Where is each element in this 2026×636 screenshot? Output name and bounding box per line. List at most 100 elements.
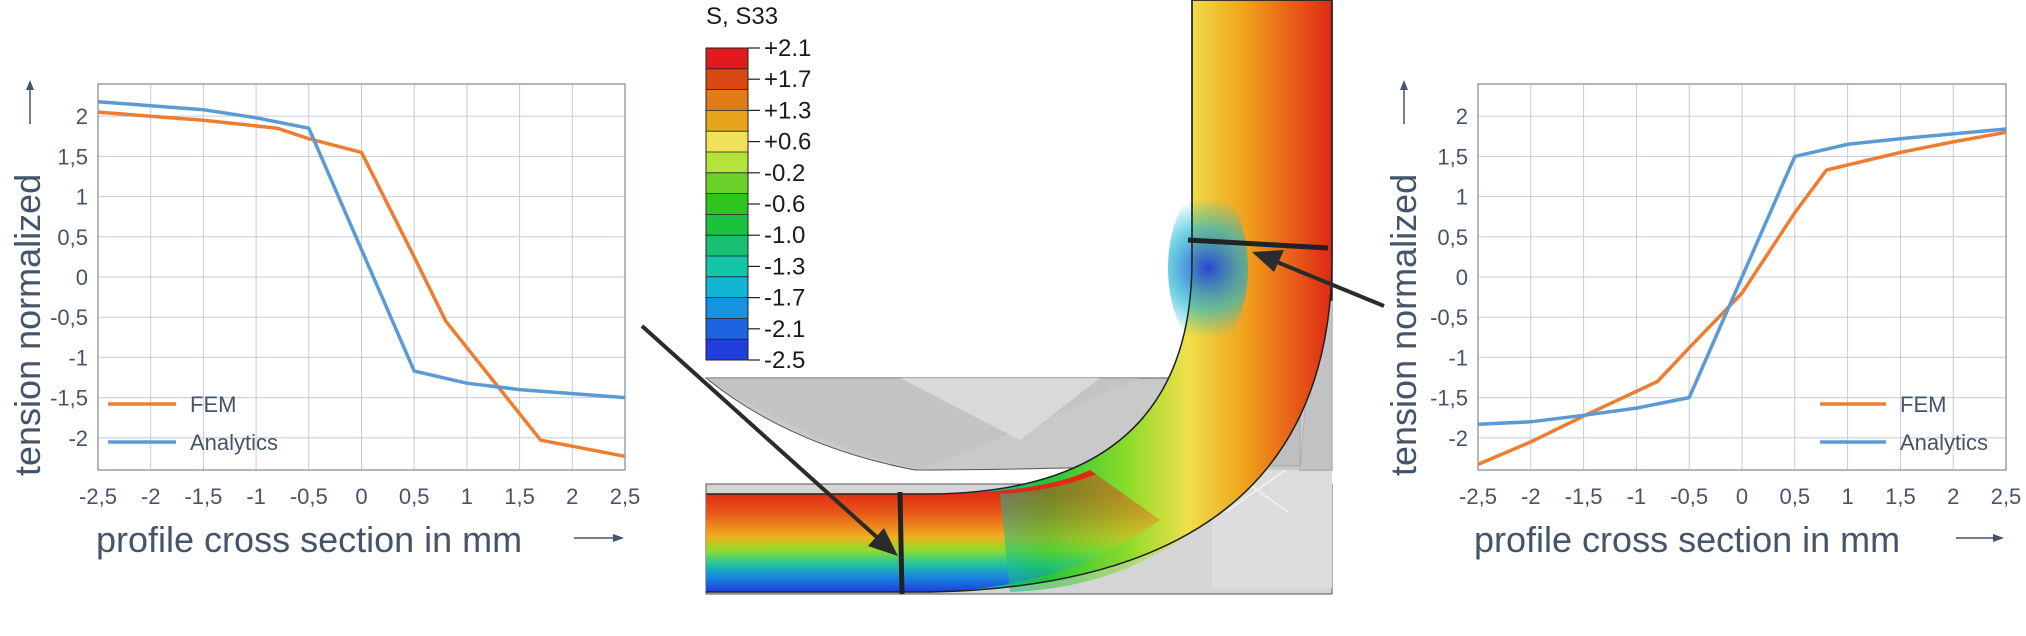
arrow-to-right-section — [1252, 250, 1385, 308]
colorbar-segment — [706, 256, 748, 278]
colorbar-label: +1.7 — [764, 66, 811, 93]
series-line-analytics — [1477, 127, 2007, 426]
y-tick-label: 0 — [1456, 265, 1468, 290]
colorbar-label: -2.5 — [764, 347, 805, 374]
left-chart-legend: FEM Analytics — [108, 392, 278, 455]
colorbar-segment — [706, 276, 748, 299]
left-chart-plot-frame — [97, 83, 626, 471]
x-tick-label: -1,5 — [184, 484, 222, 509]
y-tick-label: -2 — [1448, 426, 1468, 451]
colorbar-label: -1.7 — [764, 285, 805, 312]
colorbar-segment — [706, 48, 748, 70]
left-chart-x-axis-label: profile cross section in mm — [96, 519, 522, 560]
y-tick-label: -1,5 — [50, 386, 88, 411]
compression-zone-spot — [1168, 188, 1248, 348]
x-tick-label: 2,5 — [1991, 484, 2022, 509]
right-chart-grid — [1478, 84, 2006, 470]
y-tick-label: 2 — [1456, 104, 1468, 129]
left-chart-series — [97, 99, 626, 459]
right-chart-plot-frame — [1477, 83, 2007, 471]
bending-tool-light — [900, 378, 1100, 440]
arrow-to-bottom-section — [640, 324, 898, 556]
colorbar-segment — [706, 193, 748, 215]
series-line-fem — [1477, 130, 2007, 467]
x-tick-label: 1 — [1841, 484, 1853, 509]
y-tick-label: -2 — [68, 426, 88, 451]
left-chart-x-ticks: -2,5 -2 -1,5 -1 -0,5 0 0,5 1 1,5 2 2,5 — [79, 484, 640, 509]
y-tick-label: -1 — [1448, 345, 1468, 370]
y-tick-label: 0 — [76, 265, 88, 290]
colorbar-label: -1.0 — [764, 222, 805, 249]
left-legend-fem-label: FEM — [190, 392, 236, 417]
x-tick-label: -2,5 — [1459, 484, 1497, 509]
fem-stress-contour-image: S, S33 +2.1 +1.7 +1.3 +0.6 -0.2 -0.6 -1.0 -1.3 -… — [640, 0, 1385, 595]
series-line-fem — [97, 110, 626, 459]
x-tick-label: -0,5 — [1670, 484, 1708, 509]
colorbar-segment — [706, 89, 748, 111]
colorbar-segment — [706, 110, 748, 132]
y-tick-label: 1 — [76, 185, 88, 210]
x-tick-label: 1,5 — [504, 484, 535, 509]
colorbar-label: +0.6 — [764, 129, 811, 156]
x-tick-label: -2 — [1521, 484, 1541, 509]
y-tick-label: 1 — [1456, 185, 1468, 210]
y-tick-label: 2 — [76, 104, 88, 129]
x-tick-label: 0 — [1736, 484, 1748, 509]
colorbar-segment — [706, 172, 748, 195]
right-chart-x-axis-arrow — [1956, 534, 2004, 542]
left-chart-x-axis-arrow — [574, 534, 624, 542]
y-tick-label: 1,5 — [1437, 144, 1468, 169]
x-tick-label: 0 — [355, 484, 367, 509]
colorbar-segment — [706, 339, 748, 361]
right-chart-series — [1477, 127, 2007, 467]
right-legend-analytics-label: Analytics — [1900, 430, 1988, 455]
colorbar-label: -1.3 — [764, 253, 805, 280]
x-tick-label: -1 — [246, 484, 266, 509]
x-tick-label: 1 — [461, 484, 473, 509]
right-chart-y-axis-arrow — [1400, 80, 1408, 124]
x-tick-label: -1,5 — [1565, 484, 1603, 509]
x-tick-label: 0,5 — [1780, 484, 1811, 509]
stress-colorbar — [705, 47, 749, 361]
right-chart-legend: FEM Analytics — [1820, 392, 1988, 455]
colorbar-label: -0.2 — [764, 160, 805, 187]
bent-profile-blend — [1000, 440, 1230, 592]
left-line-chart: tension normalized 2 1,5 1 0,5 0 -0,5 -1 -1,5 -2… — [7, 80, 640, 560]
y-tick-label: 0,5 — [1437, 225, 1468, 250]
stress-colorbar-labels: +2.1 +1.7 +1.3 +0.6 -0.2 -0.6 -1.0 -1.3 -1.7 -2.1… — [748, 35, 811, 374]
left-legend-analytics-label: Analytics — [190, 430, 278, 455]
colorbar-segment — [706, 152, 748, 174]
right-chart-x-axis-label: profile cross section in mm — [1474, 519, 1900, 560]
y-tick-label: -1 — [68, 345, 88, 370]
colorbar-segment — [706, 131, 748, 153]
left-chart-y-axis-label: tension normalized — [7, 174, 48, 476]
colorbar-label: -0.6 — [764, 191, 805, 218]
colorbar-segment — [706, 297, 748, 319]
section-cut-right — [1187, 237, 1329, 251]
bent-profile-outline — [706, 0, 1333, 593]
x-tick-label: -0,5 — [290, 484, 328, 509]
y-tick-label: -1,5 — [1430, 386, 1468, 411]
y-tick-label: 0,5 — [57, 225, 88, 250]
x-tick-label: 1,5 — [1885, 484, 1916, 509]
x-tick-label: 2 — [566, 484, 578, 509]
y-tick-label: 1,5 — [57, 144, 88, 169]
left-chart-y-axis-arrow — [26, 80, 34, 124]
colorbar-segment — [706, 318, 748, 340]
x-tick-label: 2,5 — [610, 484, 641, 509]
colorbar-label: +2.1 — [764, 35, 811, 62]
series-line-analytics — [97, 99, 626, 400]
colorbar-label: -2.1 — [764, 316, 805, 343]
y-tick-label: -0,5 — [50, 305, 88, 330]
right-line-chart: tension normalized 21,510,50-0,5-1-1,5-2… — [1383, 80, 2021, 560]
colorbar-segment — [706, 68, 748, 91]
right-chart-x-ticks: -2,5 -2 -1,5 -1 -0,5 0 0,5 1 1,5 2 2,5 — [1459, 484, 2021, 509]
x-tick-label: -2 — [141, 484, 161, 509]
colorbar-segment — [706, 214, 748, 236]
left-chart-y-ticks: 2 1,5 1 0,5 0 -0,5 -1 -1,5 -2 — [50, 104, 88, 451]
x-tick-label: -1 — [1627, 484, 1647, 509]
colorbar-label: +1.3 — [764, 97, 811, 124]
x-tick-label: -2,5 — [79, 484, 117, 509]
x-tick-label: 2 — [1947, 484, 1959, 509]
